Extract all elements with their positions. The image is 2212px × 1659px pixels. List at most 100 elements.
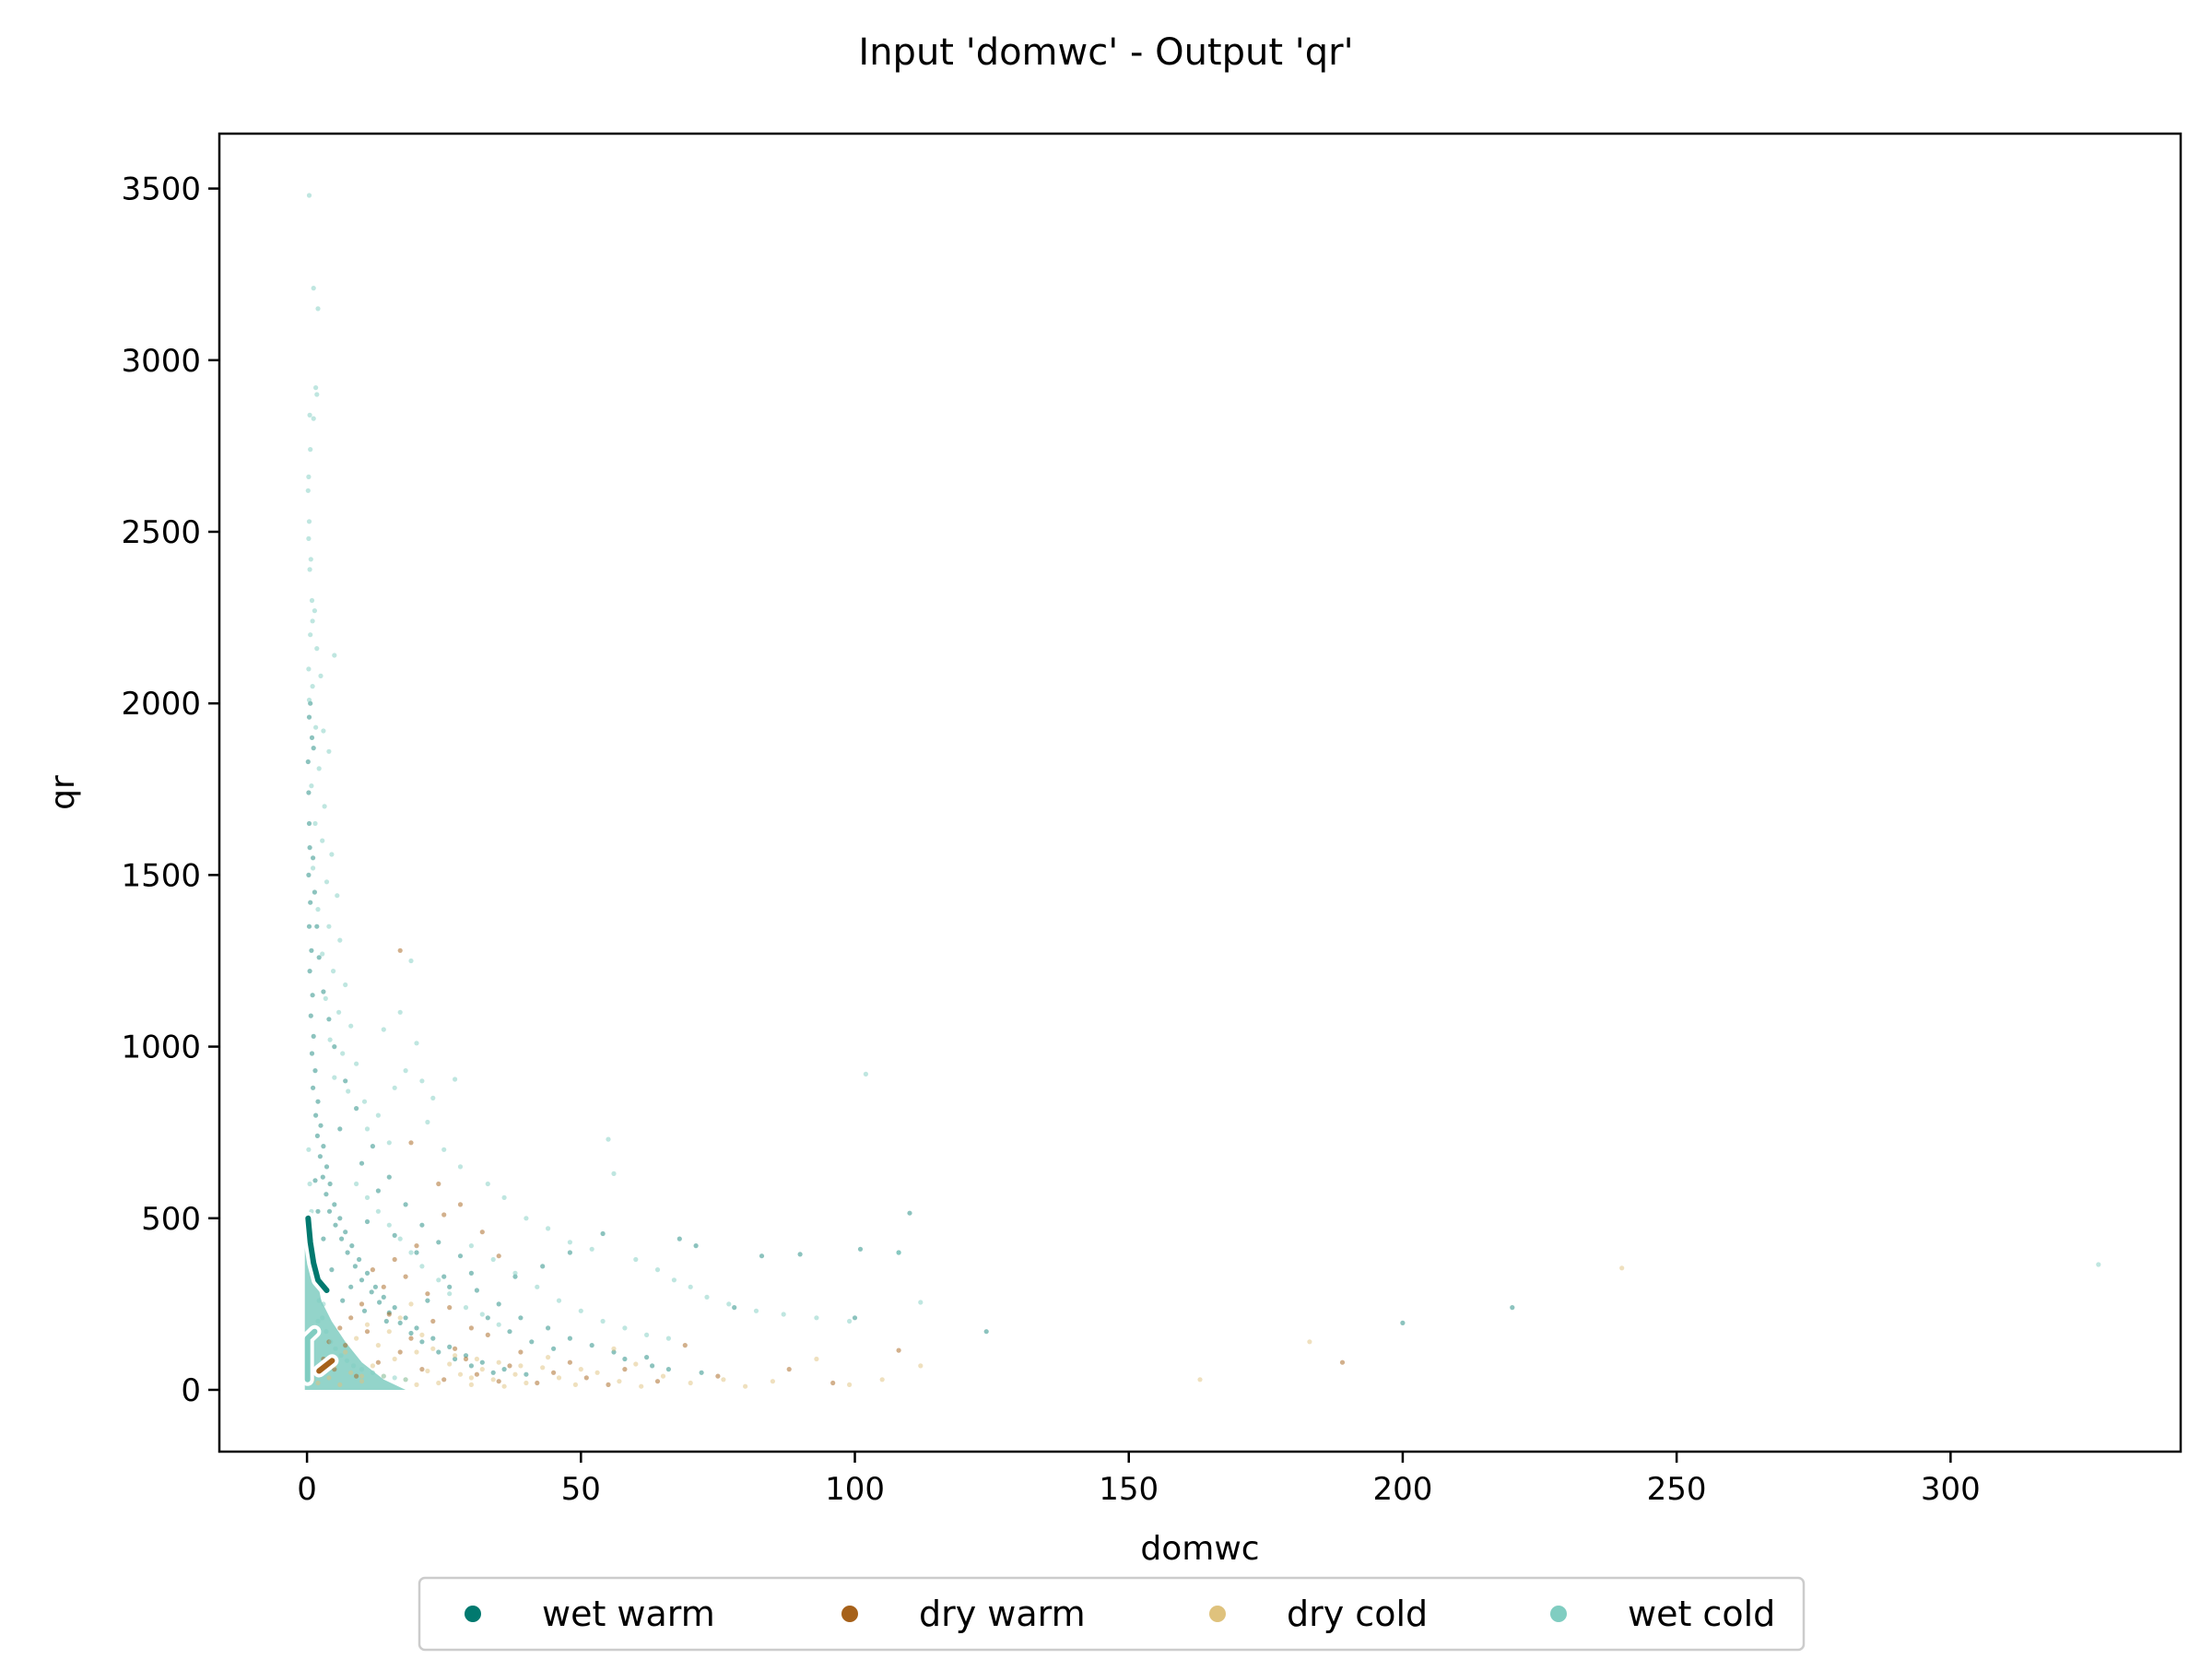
y-tick-label: 0 <box>181 1372 201 1409</box>
data-point <box>392 1232 397 1238</box>
data-point <box>322 804 327 809</box>
data-point <box>639 1383 644 1389</box>
data-point <box>311 1033 316 1039</box>
data-point <box>567 1359 573 1365</box>
data-point <box>551 1370 557 1375</box>
data-point <box>315 907 321 912</box>
data-point <box>375 1112 381 1118</box>
data-point <box>331 969 336 974</box>
data-point <box>665 1335 672 1341</box>
data-point <box>386 1222 392 1228</box>
data-point <box>306 697 312 703</box>
data-point <box>370 1363 375 1369</box>
data-point <box>343 1349 348 1355</box>
data-point <box>600 1230 606 1237</box>
data-point <box>830 1380 836 1386</box>
data-point <box>359 1160 365 1166</box>
data-point <box>583 1375 589 1381</box>
data-point <box>321 1236 326 1241</box>
data-point <box>524 1380 529 1386</box>
data-point <box>556 1375 562 1381</box>
legend-label: wet warm <box>542 1594 715 1634</box>
data-point <box>567 1240 573 1245</box>
data-point <box>340 1051 346 1056</box>
data-point <box>386 1329 392 1335</box>
data-point <box>408 1250 414 1255</box>
data-point <box>375 1188 381 1194</box>
data-point <box>310 684 315 689</box>
data-point <box>403 1377 408 1382</box>
chart-title: Input 'domwc' - Output 'qr' <box>858 31 1353 74</box>
data-point <box>1400 1320 1406 1325</box>
data-point <box>425 1119 430 1125</box>
data-point <box>320 951 325 957</box>
data-point <box>372 1284 378 1289</box>
data-point <box>847 1318 853 1324</box>
data-point <box>436 1349 441 1355</box>
data-point <box>392 1256 397 1263</box>
data-point <box>321 1301 326 1307</box>
data-point <box>314 924 320 929</box>
data-point <box>857 1246 864 1252</box>
data-point <box>512 1270 518 1276</box>
data-point <box>512 1274 518 1279</box>
data-point <box>333 1346 338 1351</box>
data-point <box>320 1174 325 1180</box>
data-point <box>463 1305 469 1311</box>
data-point <box>346 1088 351 1094</box>
data-point <box>518 1315 524 1321</box>
points-layer <box>305 193 2101 1389</box>
data-point <box>770 1379 776 1384</box>
data-point <box>326 924 332 929</box>
data-point <box>606 1382 611 1387</box>
data-point <box>518 1349 524 1355</box>
data-point <box>453 1346 458 1351</box>
data-point <box>320 838 325 843</box>
data-point <box>847 1382 853 1387</box>
data-point <box>309 735 315 741</box>
legend-marker <box>841 1606 858 1622</box>
data-point <box>311 416 316 421</box>
data-point <box>315 1318 321 1324</box>
data-point <box>479 1359 485 1365</box>
data-point <box>340 1298 346 1303</box>
data-point <box>311 286 316 291</box>
data-point <box>375 1359 381 1365</box>
data-point <box>600 1318 606 1324</box>
data-point <box>309 1051 315 1056</box>
data-point <box>453 1356 458 1362</box>
data-point <box>425 1291 430 1297</box>
data-point <box>321 989 326 994</box>
data-point <box>682 1343 688 1348</box>
data-point <box>726 1301 732 1307</box>
data-point <box>414 1325 419 1331</box>
data-point <box>546 1325 551 1331</box>
data-point <box>392 1085 397 1090</box>
data-point <box>468 1375 474 1381</box>
data-point <box>403 1202 408 1207</box>
data-point <box>518 1363 524 1369</box>
data-point <box>324 1192 329 1197</box>
data-point <box>660 1373 666 1379</box>
data-point <box>414 1250 419 1255</box>
data-point <box>315 306 321 312</box>
data-point <box>392 1356 397 1362</box>
data-point <box>364 1218 371 1225</box>
data-point <box>419 1332 425 1337</box>
data-point <box>918 1363 924 1369</box>
data-point <box>318 673 324 679</box>
contour-wet-cold <box>304 1328 318 1382</box>
data-point <box>343 1230 348 1235</box>
data-point <box>377 1300 382 1305</box>
data-point <box>797 1252 803 1257</box>
data-point <box>306 714 312 720</box>
x-tick-label: 0 <box>297 1471 317 1508</box>
data-point <box>436 1240 441 1245</box>
data-point <box>556 1298 562 1303</box>
legend-marker <box>1550 1606 1567 1622</box>
data-point <box>863 1071 869 1077</box>
data-point <box>453 1077 458 1082</box>
data-point <box>430 1346 436 1351</box>
data-point <box>359 1373 365 1379</box>
data-point <box>611 1349 617 1355</box>
